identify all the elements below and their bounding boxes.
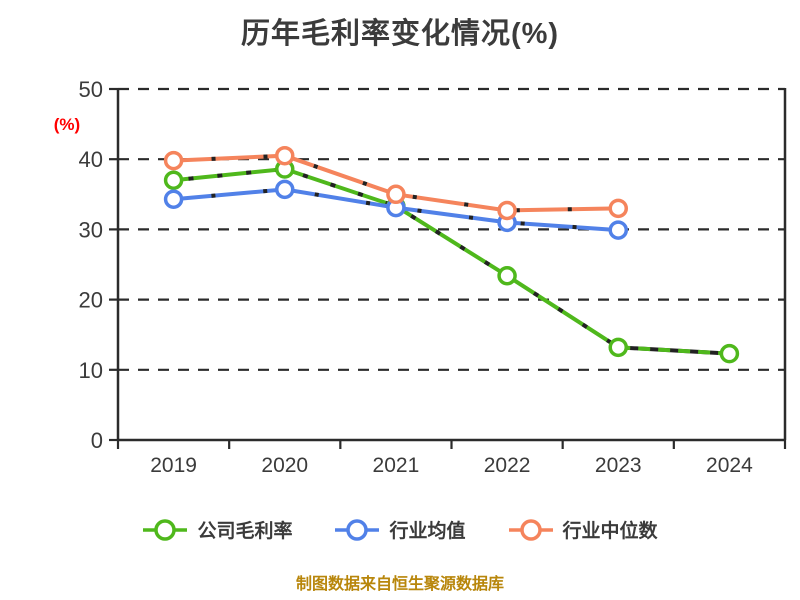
data-point-industry-mean-2019 bbox=[163, 189, 184, 209]
data-point-industry-median-2021 bbox=[386, 184, 406, 205]
series-line-forecast-under-company-gross-margin bbox=[618, 345, 730, 356]
legend-item-company-gross-margin: 公司毛利率 bbox=[142, 516, 292, 543]
data-point-company-gross-margin-2024 bbox=[719, 343, 740, 364]
x-tick-label-2023: 2023 bbox=[595, 454, 642, 477]
data-point-industry-median-2020 bbox=[275, 145, 295, 166]
y-tick-label-30: 30 bbox=[79, 217, 103, 242]
data-point-company-gross-margin-2022 bbox=[497, 265, 517, 286]
y-tick-label-0: 0 bbox=[91, 428, 103, 453]
x-tick-label-2024: 2024 bbox=[706, 454, 753, 477]
data-point-industry-median-2019 bbox=[163, 150, 184, 171]
legend-marker-industry-median-icon bbox=[508, 518, 553, 541]
x-tick-label-2021: 2021 bbox=[373, 454, 420, 477]
chart-canvas: 0 10 20 30 40 50 2019 2020 2021 2022 2023 2024 (%) bbox=[54, 77, 787, 477]
legend-item-industry-mean: 行业均值 bbox=[334, 516, 466, 543]
legend-item-industry-median: 行业中位数 bbox=[508, 516, 658, 543]
data-point-industry-median-2023 bbox=[608, 198, 628, 219]
chart-title: 历年毛利率变化情况(%) bbox=[240, 18, 560, 50]
x-tick-label-2019: 2019 bbox=[150, 454, 197, 477]
data-point-company-gross-margin-2023 bbox=[608, 337, 628, 358]
data-point-company-gross-margin-2019 bbox=[163, 170, 184, 191]
series-line-flecks-company-gross-margin bbox=[173, 166, 620, 350]
legend-label-industry-median: 行业中位数 bbox=[562, 521, 658, 542]
data-point-industry-median-2022 bbox=[497, 200, 517, 221]
y-axis-unit-label: (%) bbox=[54, 115, 80, 134]
chart-legend: 公司毛利率 行业均值 行业中位数 bbox=[0, 516, 800, 543]
y-tick-label-50: 50 bbox=[79, 77, 103, 102]
legend-label-company-gross-margin: 公司毛利率 bbox=[197, 521, 293, 542]
x-tick-label-2022: 2022 bbox=[484, 454, 531, 477]
data-point-industry-mean-2023 bbox=[608, 220, 628, 240]
chart-footnote: 制图数据来自恒生聚源数据库 bbox=[295, 576, 504, 593]
legend-marker-company-gross-margin-icon bbox=[143, 518, 188, 541]
y-tick-label-20: 20 bbox=[79, 288, 103, 313]
data-point-industry-mean-2020 bbox=[275, 179, 295, 200]
y-tick-label-40: 40 bbox=[79, 147, 103, 172]
y-tick-label-10: 10 bbox=[79, 358, 103, 383]
x-tick-label-2020: 2020 bbox=[261, 454, 308, 477]
legend-label-industry-mean: 行业均值 bbox=[389, 521, 466, 542]
legend-marker-industry-mean-icon bbox=[335, 518, 380, 541]
